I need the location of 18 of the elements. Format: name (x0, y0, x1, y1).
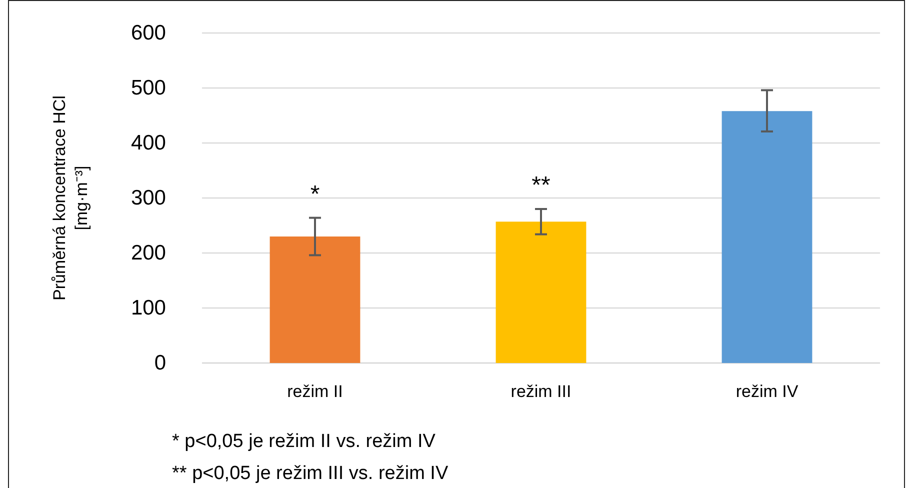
bar (270, 236, 360, 363)
y-tick-label: 100 (130, 296, 166, 320)
y-tick-label: 400 (130, 132, 166, 155)
bar (722, 111, 812, 363)
y-tick-label: 600 (130, 22, 166, 45)
bar (496, 222, 586, 363)
annotation: * (310, 180, 320, 208)
x-tick-label: režim II (287, 382, 343, 402)
y-axis-title: Průměrná koncentrace HCl [mg·m⁻³] (50, 95, 91, 301)
x-tick-label: režim IV (736, 382, 799, 402)
y-tick-label: 300 (130, 186, 166, 210)
y-tick-label: 0 (154, 352, 166, 375)
y-tick-label: 500 (130, 76, 166, 100)
x-tick-label: režim III (510, 382, 572, 402)
text: * p<0,05 je režim II vs. režim IV (172, 431, 436, 452)
text: ** p<0,05 je režim III vs. režim IV (172, 463, 448, 484)
annotation: ** (532, 172, 550, 199)
y-tick-label: 200 (130, 242, 166, 265)
